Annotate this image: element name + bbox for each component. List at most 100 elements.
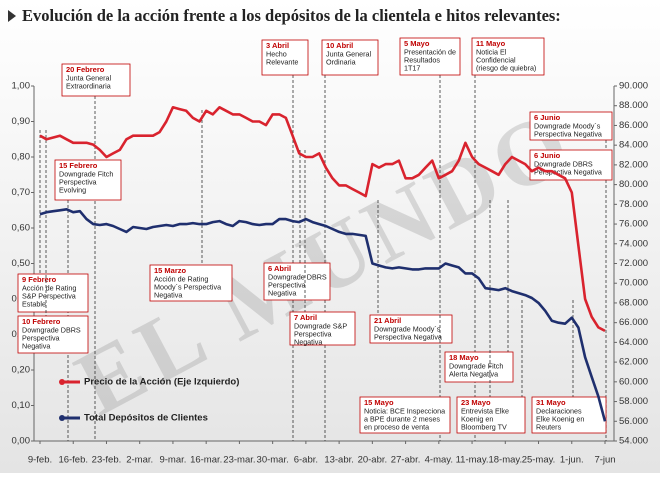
x-tick-label: 16-feb. [58, 455, 88, 466]
y-tick-label: 0,50 [12, 258, 31, 269]
y2-tick-label: 82.000 [619, 159, 648, 170]
annotation-text: Hecho [266, 49, 287, 58]
annotation-text: Negativa [22, 341, 50, 350]
annotation-text: Extraordinaria [66, 81, 111, 90]
annotation-box [529, 111, 613, 141]
annotation-date: 6 Junio [534, 151, 561, 160]
annotation-date: 3 Abril [266, 41, 289, 50]
annotation-date: 23 Mayo [461, 398, 491, 407]
annotation-text: Perspectiva [59, 177, 97, 186]
annotation-text: Negativa [268, 288, 296, 297]
y2-tick-label: 68.000 [619, 297, 648, 308]
annotation-box [359, 396, 451, 434]
annotation-text: Perspectiva Negativa [534, 167, 602, 176]
x-tick-label: 7-jun [594, 455, 615, 466]
x-tick-label: 18-may. [488, 455, 522, 466]
y2-tick-label: 64.000 [619, 337, 648, 348]
legend-dot [59, 379, 65, 385]
annotation-date: 7 Abril [294, 313, 317, 322]
series-line [39, 208, 607, 422]
y2-tick-label: 58.000 [619, 396, 648, 407]
annotation-text: S&P Perspectiva [22, 291, 76, 300]
x-tick-label: 20-abr. [358, 455, 388, 466]
annotation-text: Acción de Rating [22, 283, 76, 292]
annotation-text: Elke Koenig en [536, 414, 584, 423]
annotation-date: 9 Febrero [22, 275, 57, 284]
annotation-box [321, 39, 379, 76]
annotation-text: Downgrade Fitch [59, 169, 113, 178]
annotation-text: Downgrade Moody´s [534, 121, 601, 130]
y2-tick-label: 88.000 [619, 100, 648, 111]
annotation-text: Moody´s Perspectiva [154, 282, 221, 291]
annotation-text: Evolving [59, 185, 86, 194]
annotation-text: Acción de Rating [154, 274, 208, 283]
annotation-text: Perspectiva [294, 329, 332, 338]
annotation-box [531, 396, 607, 434]
annotation-date: 31 Mayo [536, 398, 566, 407]
annotation-text: Presentación de [404, 47, 456, 56]
legend-dot [59, 415, 65, 421]
annotation-box [529, 149, 613, 181]
annotation-text: Junta General [326, 49, 372, 58]
y-tick-label: 0,10 [12, 400, 31, 411]
annotation-text: Relevante [266, 57, 298, 66]
annotation-text: Noticia El [476, 47, 507, 56]
annotation-text: Ordinaria [326, 57, 356, 66]
annotation-date: 15 Marzo [154, 266, 187, 275]
annotation-text: Negativa [294, 337, 322, 346]
annotation-box [149, 264, 233, 302]
annotation-text: Reuters [536, 422, 562, 431]
annotation-box [261, 39, 309, 76]
x-tick-label: 1-jun. [560, 455, 584, 466]
title-bullet [8, 10, 16, 22]
y-tick-label: 0,70 [12, 187, 31, 198]
annotation-date: 10 Febrero [22, 317, 61, 326]
x-tick-label: 25-may. [522, 455, 556, 466]
annotation-text: (riesgo de quiebra) [476, 63, 536, 72]
annotation-text: Alerta Negativa [449, 369, 498, 378]
annotation-box [471, 37, 545, 76]
y2-tick-label: 66.000 [619, 317, 648, 328]
annotation-date: 6 Abril [268, 264, 291, 273]
y-tick-label: 0,60 [12, 223, 31, 234]
y2-tick-label: 80.000 [619, 179, 648, 190]
x-tick-label: 16-mar. [190, 455, 222, 466]
annotation-box [54, 159, 122, 201]
x-tick-label: 27-abr. [391, 455, 421, 466]
annotation-date: 18 Mayo [449, 353, 479, 362]
annotation-text: Koenig en [461, 414, 493, 423]
annotation-text: Perspectiva [268, 280, 306, 289]
annotation-box [263, 262, 331, 301]
x-tick-label: 4-may. [425, 455, 453, 466]
y2-tick-label: 84.000 [619, 140, 648, 151]
annotation-box [456, 396, 526, 434]
annotation-text: Entrevista Elke [461, 406, 509, 415]
annotation-date: 21 Abril [374, 316, 401, 325]
annotation-text: Confidencial [476, 55, 516, 64]
annotation-text: Perspectiva [22, 333, 60, 342]
annotation-text: Perspectiva Negativa [534, 129, 602, 138]
annotation-box [61, 63, 131, 97]
y2-tick-label: 60.000 [619, 376, 648, 387]
y2-tick-label: 74.000 [619, 238, 648, 249]
annotation-text: Downgrade Fitch [449, 361, 503, 370]
x-tick-label: 9-feb. [28, 455, 52, 466]
annotation-date: 5 Mayo [404, 39, 430, 48]
annotation-text: Downgrade Moody´s [374, 324, 441, 333]
legend-label: Total Depósitos de Clientes [84, 413, 208, 424]
y2-tick-label: 62.000 [619, 357, 648, 368]
annotation-text: en proceso de venta [364, 422, 429, 431]
x-tick-label: 11-may. [456, 455, 489, 466]
annotation-text: Estable [22, 299, 46, 308]
annotation-text: Noticia: BCE Inspecciona [364, 406, 445, 415]
annotations: 20 Febrero Junta General Extraordinaria 15 … [17, 37, 613, 441]
y2-tick-label: 78.000 [619, 199, 648, 210]
x-tick-label: 2-mar. [126, 455, 153, 466]
annotation-box [289, 311, 356, 346]
annotation-date: 20 Febrero [66, 65, 105, 74]
y-tick-label: 1,00 [12, 81, 31, 92]
y2-tick-label: 86.000 [619, 120, 648, 131]
y-tick-label: 0,80 [12, 152, 31, 163]
annotation-date: 15 Mayo [364, 398, 394, 407]
